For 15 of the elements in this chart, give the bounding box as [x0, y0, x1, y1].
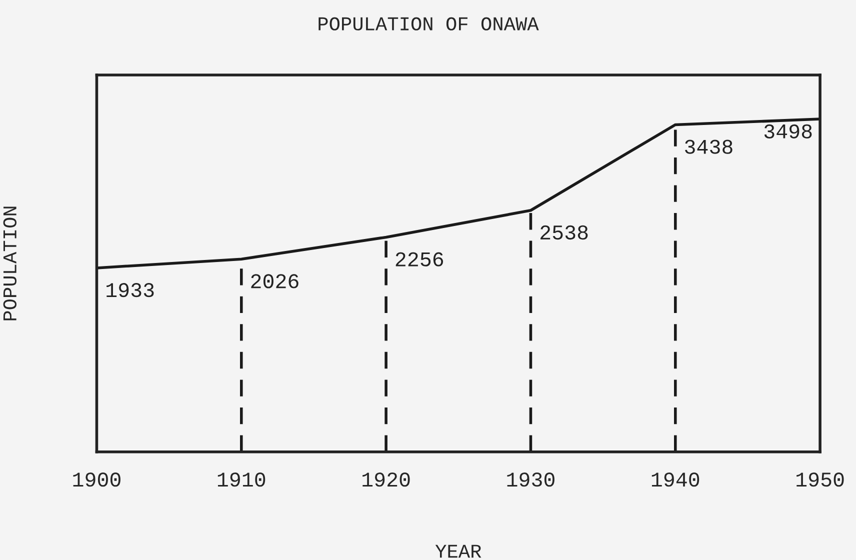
data-label: 3438 — [685, 140, 732, 154]
chart-title: POPULATION OF ONAWA — [318, 17, 539, 30]
x-axis-title: YEAR — [435, 544, 482, 558]
data-label: 2538 — [540, 225, 588, 240]
data-label: 3498 — [764, 124, 812, 138]
x-tick-label: 1900 — [73, 472, 120, 487]
x-tick-label: 1910 — [218, 472, 266, 487]
x-tick-label: 1920 — [362, 472, 410, 487]
x-tick-label: 1950 — [796, 472, 844, 487]
x-tick-label: 1930 — [507, 472, 554, 487]
data-label: 1933 — [106, 283, 154, 298]
data-label: 2026 — [251, 274, 298, 288]
x-tick-label: 1940 — [652, 472, 700, 487]
data-label: 2256 — [396, 252, 444, 266]
y-axis-title: POPULATION — [3, 206, 16, 320]
